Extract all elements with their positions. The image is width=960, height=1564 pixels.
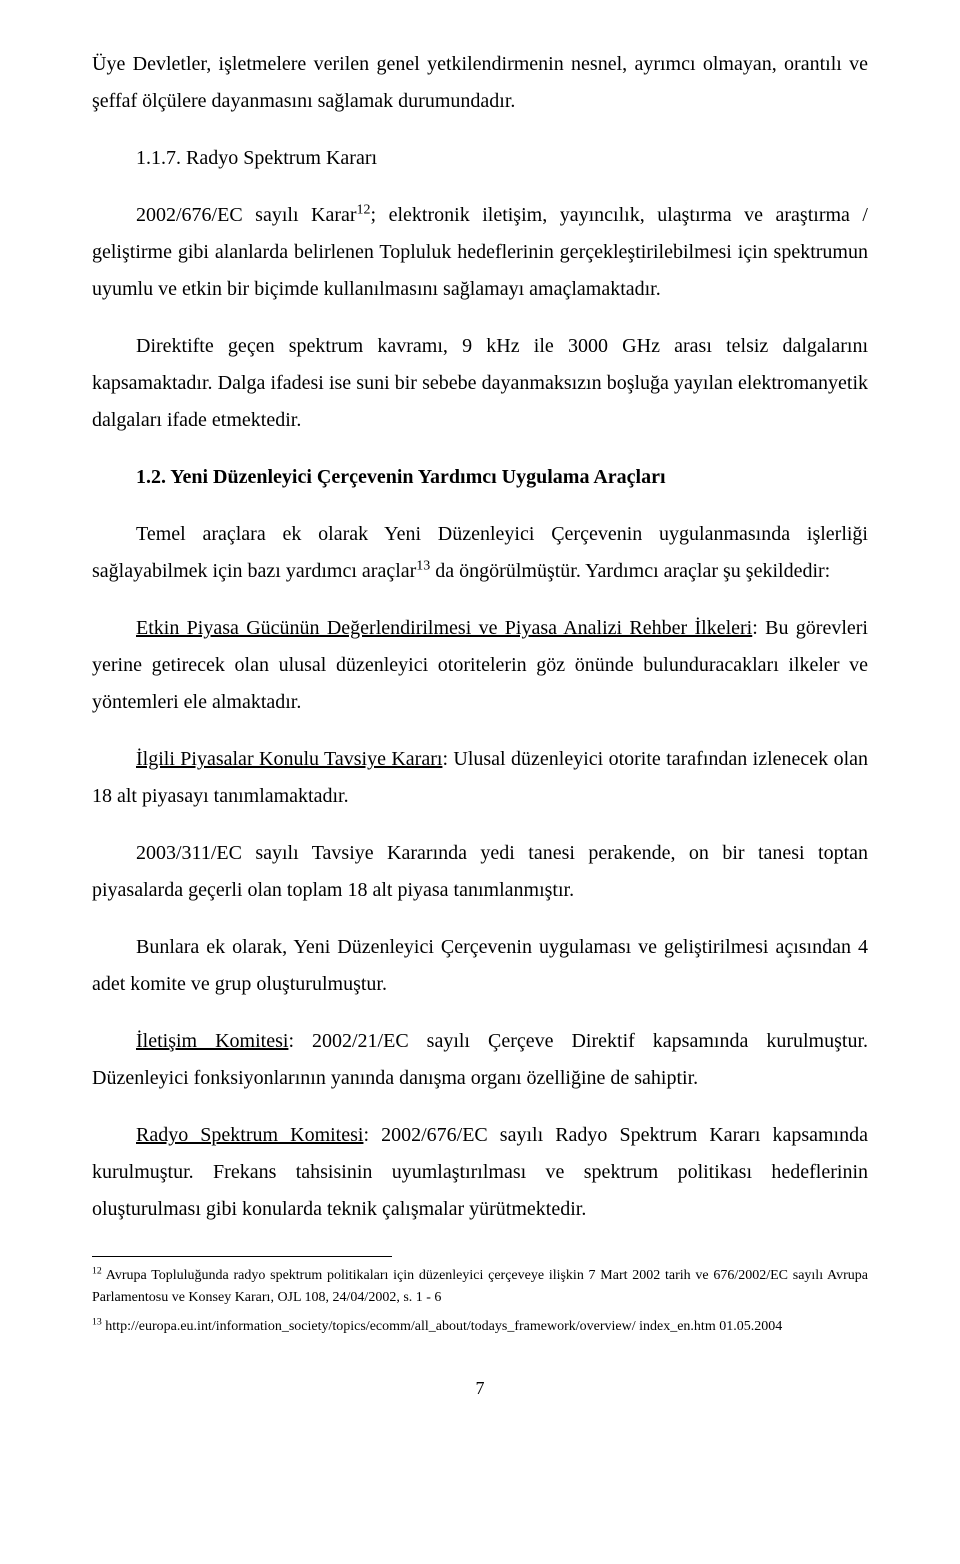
footnote-12: 12 Avrupa Topluluğunda radyo spektrum po… [92, 1265, 868, 1310]
paragraph-iletisim-komitesi: İletişim Komitesi: 2002/21/EC sayılı Çer… [92, 1023, 868, 1097]
footnote-text: http://europa.eu.int/information_society… [102, 1319, 782, 1334]
paragraph-etkin-piyasa: Etkin Piyasa Gücünün Değerlendirilmesi v… [92, 610, 868, 721]
footnote-text: Avrupa Topluluğunda radyo spektrum polit… [92, 1268, 868, 1305]
underlined-title: Radyo Spektrum Komitesi [136, 1124, 363, 1146]
underlined-title: İletişim Komitesi [136, 1030, 288, 1052]
paragraph-radyo-spektrum-komitesi: Radyo Spektrum Komitesi: 2002/676/EC say… [92, 1117, 868, 1228]
paragraph-araclar: Temel araçlara ek olarak Yeni Düzenleyic… [92, 516, 868, 590]
footnote-13: 13 http://europa.eu.int/information_soci… [92, 1316, 868, 1338]
paragraph-komite: Bunlara ek olarak, Yeni Düzenleyici Çerç… [92, 929, 868, 1003]
page: Üye Devletler, işletmelere verilen genel… [0, 0, 960, 1564]
footnote-separator [92, 1256, 392, 1257]
heading-1-1-7: 1.1.7. Radyo Spektrum Kararı [92, 140, 868, 177]
underlined-title: Etkin Piyasa Gücünün Değerlendirilmesi v… [136, 617, 752, 639]
heading-1-2: 1.2. Yeni Düzenleyici Çerçevenin Yardımc… [92, 459, 868, 496]
page-number: 7 [92, 1378, 868, 1399]
underlined-title: İlgili Piyasalar Konulu Tavsiye Kararı [136, 748, 442, 770]
paragraph-intro: Üye Devletler, işletmelere verilen genel… [92, 46, 868, 120]
paragraph-ilgili-piyasalar: İlgili Piyasalar Konulu Tavsiye Kararı: … [92, 741, 868, 815]
footnote-ref-13: 13 [416, 558, 430, 573]
text-segment: da öngörülmüştür. Yardımcı araçlar şu şe… [430, 560, 830, 582]
footnote-number: 13 [92, 1316, 102, 1327]
paragraph-spektrum: Direktifte geçen spektrum kavramı, 9 kHz… [92, 328, 868, 439]
paragraph-karar: 2002/676/EC sayılı Karar12; elektronik i… [92, 197, 868, 308]
text-segment: 2002/676/EC sayılı Karar [136, 204, 357, 226]
paragraph-tavsiye: 2003/311/EC sayılı Tavsiye Kararında yed… [92, 835, 868, 909]
footnote-ref-12: 12 [357, 202, 371, 217]
footnote-number: 12 [92, 1265, 102, 1276]
